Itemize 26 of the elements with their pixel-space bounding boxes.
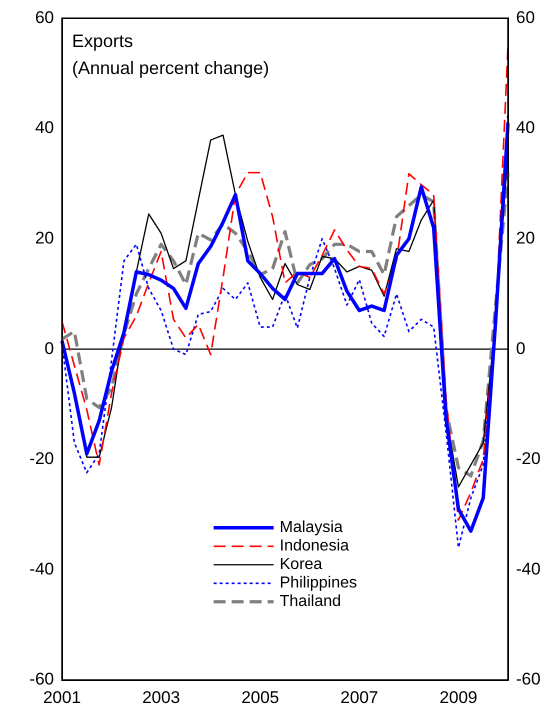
y2-tick-label: 60 [516, 8, 535, 27]
legend-label: Thailand [280, 593, 342, 610]
y2-tick-label: 20 [516, 228, 535, 248]
legend-label: Malaysia [280, 519, 343, 536]
x-tick-label: 2009 [440, 688, 478, 707]
legend-label: Philippines [280, 574, 358, 592]
x-tick-label: 2001 [43, 688, 81, 707]
y-tick-label: -40 [29, 559, 54, 578]
y-tick-label: 40 [35, 118, 54, 138]
y2-tick-label: -40 [516, 559, 541, 578]
y2-tick-label: -60 [516, 670, 541, 689]
x-tick-label: 2007 [340, 688, 378, 707]
legend-label: Indonesia [280, 538, 350, 555]
y-tick-label: 60 [35, 8, 54, 27]
y2-tick-label: 40 [516, 118, 535, 138]
x-tick-label: 2005 [241, 688, 280, 707]
x-tick-label: 2003 [142, 688, 180, 707]
y-tick-label: -60 [29, 670, 54, 689]
text: Exports [72, 31, 134, 52]
y-tick-label: 0 [44, 338, 54, 358]
text: (Annual percent change) [72, 58, 270, 78]
legend-label: Korea [280, 556, 322, 574]
y2-tick-label: -20 [516, 449, 541, 468]
y-tick-label: 20 [35, 228, 54, 248]
y2-tick-label: 0 [516, 338, 526, 358]
y-tick-label: -20 [29, 449, 54, 468]
